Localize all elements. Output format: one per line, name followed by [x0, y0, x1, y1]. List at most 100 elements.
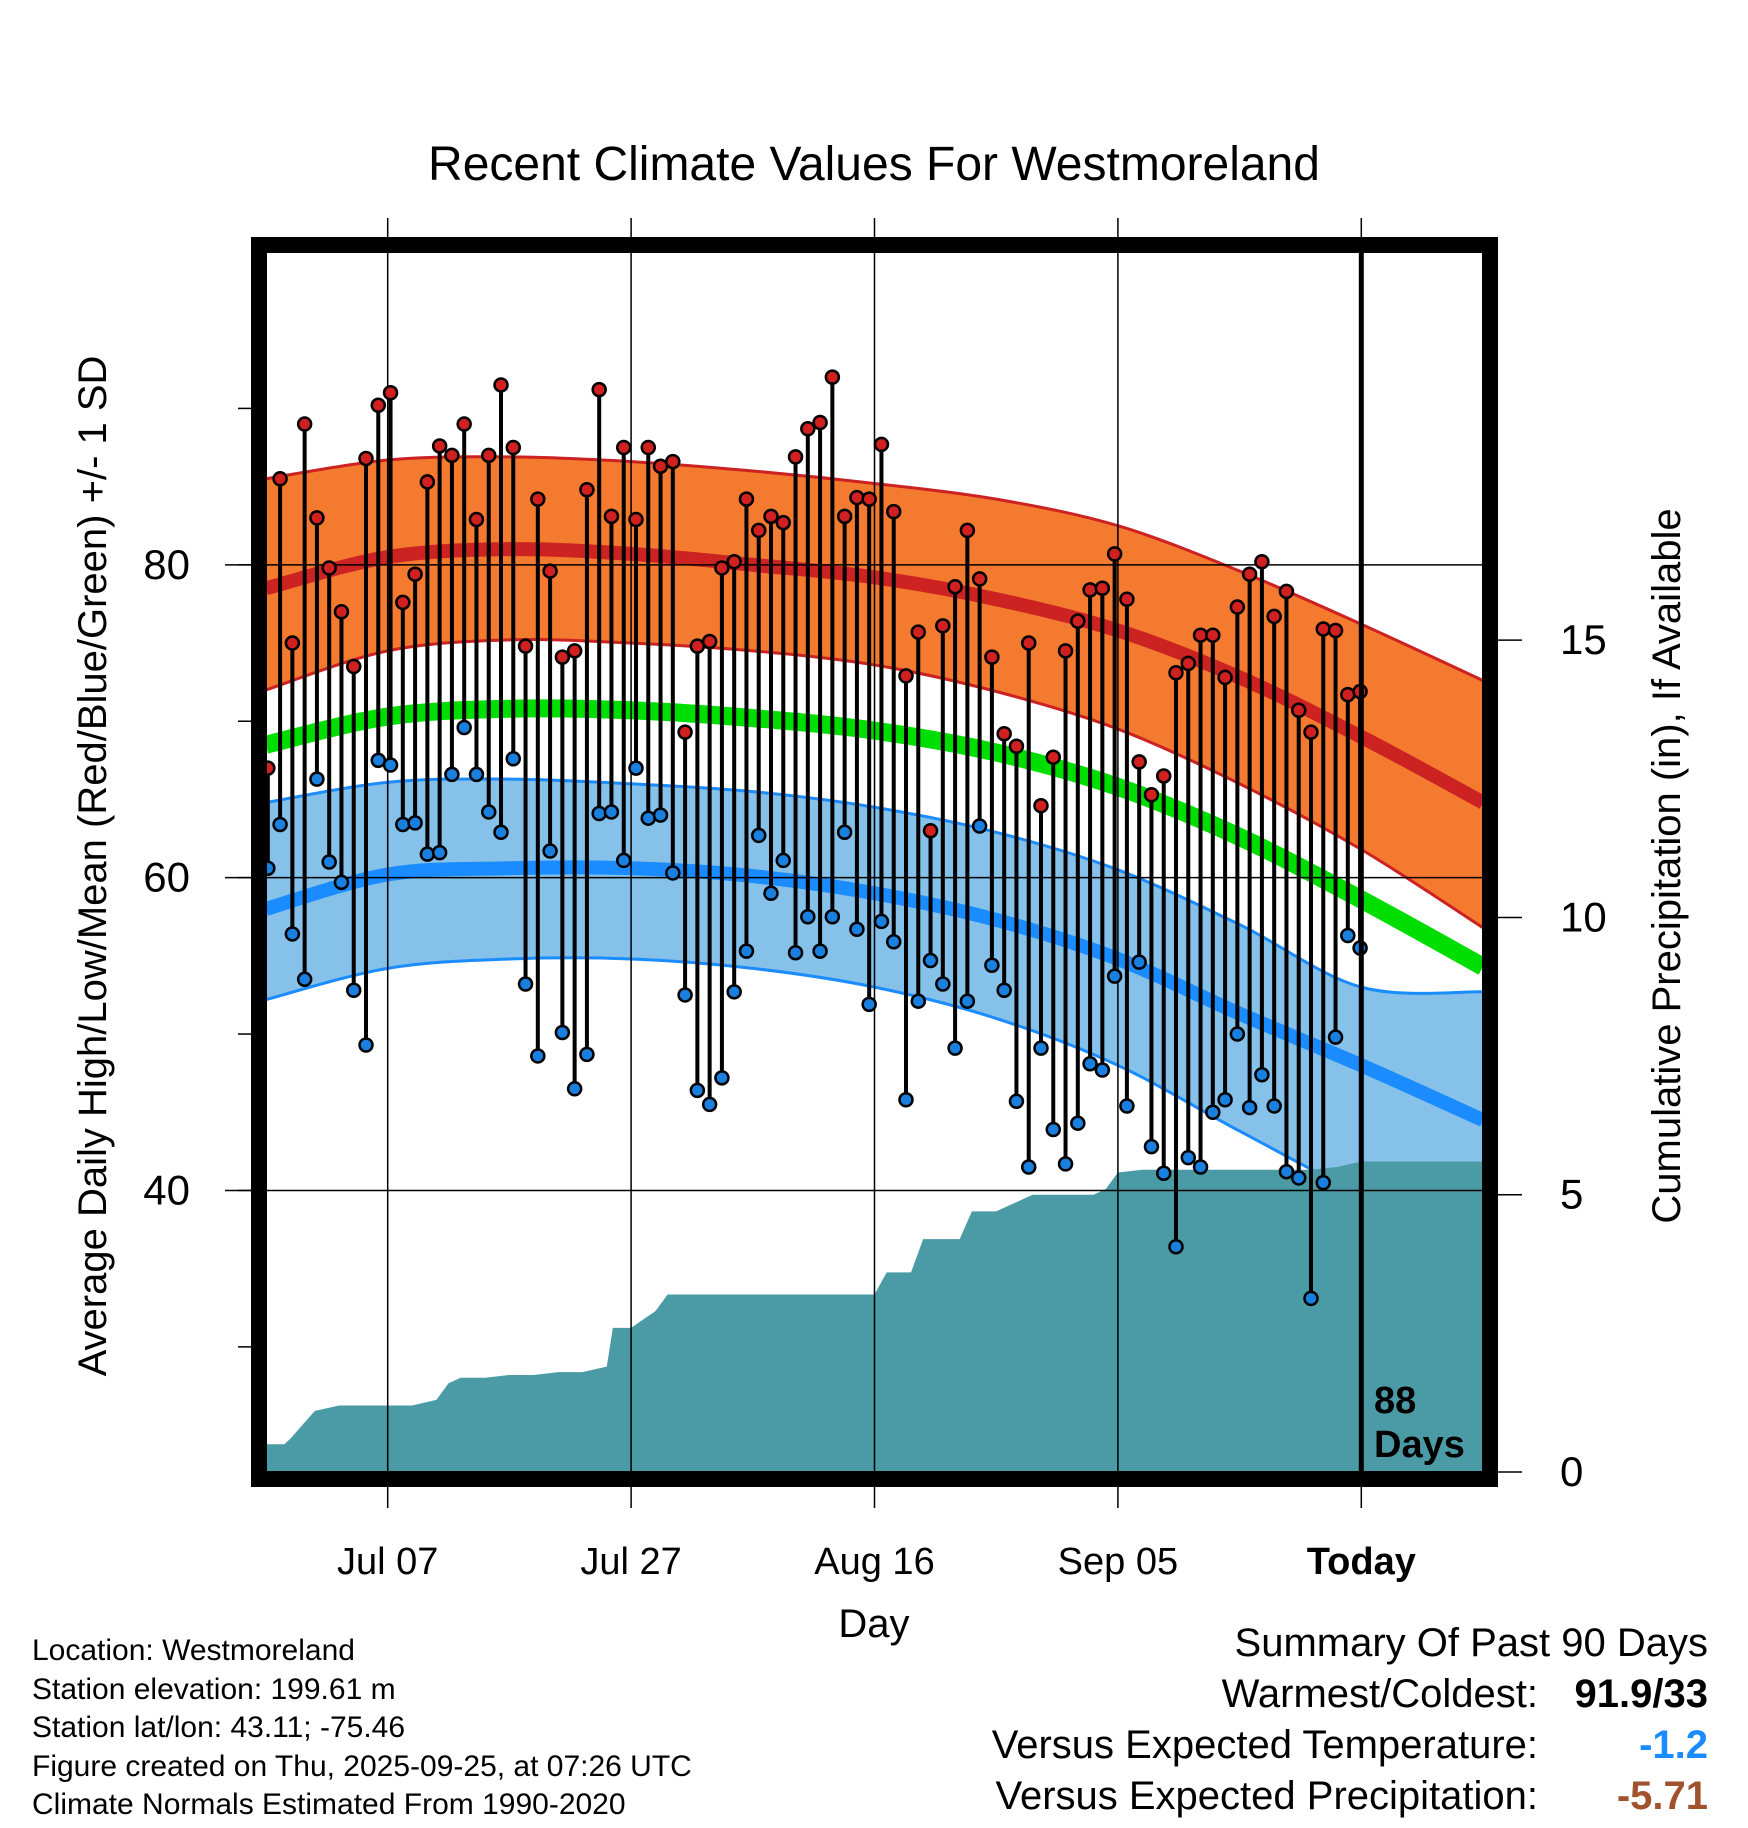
- daily-low-point: [996, 982, 1012, 999]
- daily-high-point: [701, 633, 718, 650]
- daily-low-point: [1070, 1115, 1086, 1131]
- y2-tick-label: 0: [1560, 1448, 1583, 1495]
- daily-high-point: [1205, 627, 1221, 643]
- daily-low-point: [284, 926, 301, 942]
- chart-title: Recent Climate Values For Westmoreland: [428, 138, 1320, 191]
- daily-high-point: [861, 491, 877, 507]
- daily-low-point: [861, 996, 877, 1013]
- daily-high-point: [1168, 664, 1184, 681]
- info-created: Figure created on Thu, 2025-09-25, at 07…: [32, 1749, 692, 1783]
- daily-low-point: [272, 816, 288, 833]
- daily-low-point: [468, 766, 485, 783]
- station-info: Location: Westmoreland Station elevation…: [32, 1632, 692, 1825]
- daily-high-point: [603, 508, 620, 525]
- daily-high-point: [1008, 738, 1025, 755]
- summary-warm-cold-value: 91.9/33: [1574, 1672, 1708, 1716]
- daily-high-point: [1266, 608, 1282, 625]
- daily-high-point: [1070, 613, 1086, 629]
- daily-low-point: [787, 944, 804, 961]
- daily-low-point: [1106, 968, 1123, 984]
- y-axis-label: Average Daily High/Low/Mean (Red/Blue/Gr…: [71, 356, 115, 1377]
- x-tick-label: Aug 16: [814, 1541, 934, 1583]
- daily-high-point: [1057, 643, 1074, 659]
- daily-low-point: [1278, 1163, 1295, 1180]
- daily-low-point: [419, 846, 436, 862]
- daily-low-point: [701, 1096, 718, 1113]
- info-location: Location: Westmoreland: [32, 1634, 355, 1667]
- daily-high-point: [849, 489, 865, 506]
- daily-high-point: [628, 511, 644, 528]
- daily-low-point: [689, 1082, 706, 1099]
- daily-high-point: [382, 385, 399, 401]
- daily-low-point: [812, 943, 828, 959]
- daily-low-point: [444, 766, 460, 783]
- daily-low-point: [615, 852, 632, 869]
- daily-low-point: [640, 810, 657, 826]
- daily-high-point: [296, 416, 313, 432]
- x-axis-label: Day: [838, 1602, 909, 1646]
- daily-low-point: [1303, 1290, 1319, 1307]
- x-tick-label: Today: [1307, 1541, 1416, 1583]
- daily-high-point: [800, 420, 816, 437]
- daily-low-point: [677, 987, 693, 1003]
- daily-low-point: [1205, 1104, 1221, 1121]
- summary-temp-value: -1.2: [1639, 1723, 1708, 1767]
- x-tick-label: Sep 05: [1058, 1541, 1178, 1583]
- y-tick-label: 60: [143, 854, 190, 901]
- daily-low-point: [321, 854, 337, 870]
- daily-high-point: [266, 760, 276, 776]
- daily-low-point: [566, 1081, 583, 1097]
- x-axis-ticks: Jul 07 Jul 27 Aug 16 Sep 05 Today: [337, 218, 1416, 1583]
- daily-low-point: [947, 1040, 963, 1056]
- daily-high-point: [579, 481, 595, 498]
- daily-high-point: [284, 635, 301, 651]
- daily-high-point: [1180, 655, 1197, 672]
- daily-low-point: [1020, 1159, 1037, 1175]
- daily-high-point: [309, 510, 325, 526]
- daily-high-point: [1143, 786, 1160, 803]
- daily-low-point: [873, 913, 890, 930]
- daily-low-point: [800, 908, 816, 925]
- daily-low-point: [591, 805, 607, 822]
- summary-warm-cold-row: Warmest/Coldest: 91.9/33: [992, 1669, 1708, 1720]
- daily-low-point: [456, 719, 472, 736]
- daily-high-point: [640, 439, 657, 456]
- daily-high-point: [996, 725, 1012, 742]
- daily-high-point: [1094, 580, 1111, 597]
- daily-low-point: [885, 934, 902, 950]
- daily-low-point: [395, 816, 411, 833]
- daily-low-point: [542, 843, 558, 859]
- daily-low-point: [628, 760, 644, 776]
- daily-low-point: [1315, 1174, 1332, 1191]
- daily-low-point: [358, 1037, 374, 1053]
- y2-tick-label: 15: [1560, 616, 1607, 663]
- info-normals: Climate Normals Estimated From 1990-2020: [32, 1788, 626, 1821]
- low-band-fill: [266, 778, 1483, 1238]
- daily-low-point: [1131, 954, 1147, 970]
- daily-points: [266, 369, 1368, 1307]
- daily-low-point: [1033, 1040, 1049, 1056]
- daily-low-point: [1327, 1029, 1344, 1045]
- daily-low-point: [738, 943, 755, 959]
- y2-tick-label: 5: [1560, 1171, 1583, 1218]
- daily-low-point: [1008, 1093, 1025, 1110]
- daily-high-point: [726, 553, 742, 570]
- summary-warm-cold-label: Warmest/Coldest:: [1221, 1672, 1538, 1716]
- daily-high-point: [1217, 669, 1233, 686]
- daily-low-point: [763, 885, 779, 902]
- daily-high-point: [984, 649, 1000, 665]
- daily-low-point: [579, 1046, 595, 1063]
- y-axis-ticks: 40 60 80: [143, 407, 251, 1348]
- daily-low-point: [1143, 1138, 1160, 1155]
- daily-high-point: [787, 449, 804, 465]
- daily-high-point: [444, 447, 460, 464]
- daily-high-point: [763, 508, 779, 525]
- high-band-fill: [266, 456, 1483, 928]
- daily-low-point: [266, 860, 276, 877]
- daily-high-point: [1327, 622, 1344, 639]
- y-tick-label: 40: [143, 1166, 190, 1213]
- daily-low-point: [382, 757, 399, 773]
- daily-low-point: [1217, 1091, 1233, 1108]
- daily-low-point: [309, 771, 325, 787]
- x-tick-label: Jul 07: [337, 1541, 438, 1583]
